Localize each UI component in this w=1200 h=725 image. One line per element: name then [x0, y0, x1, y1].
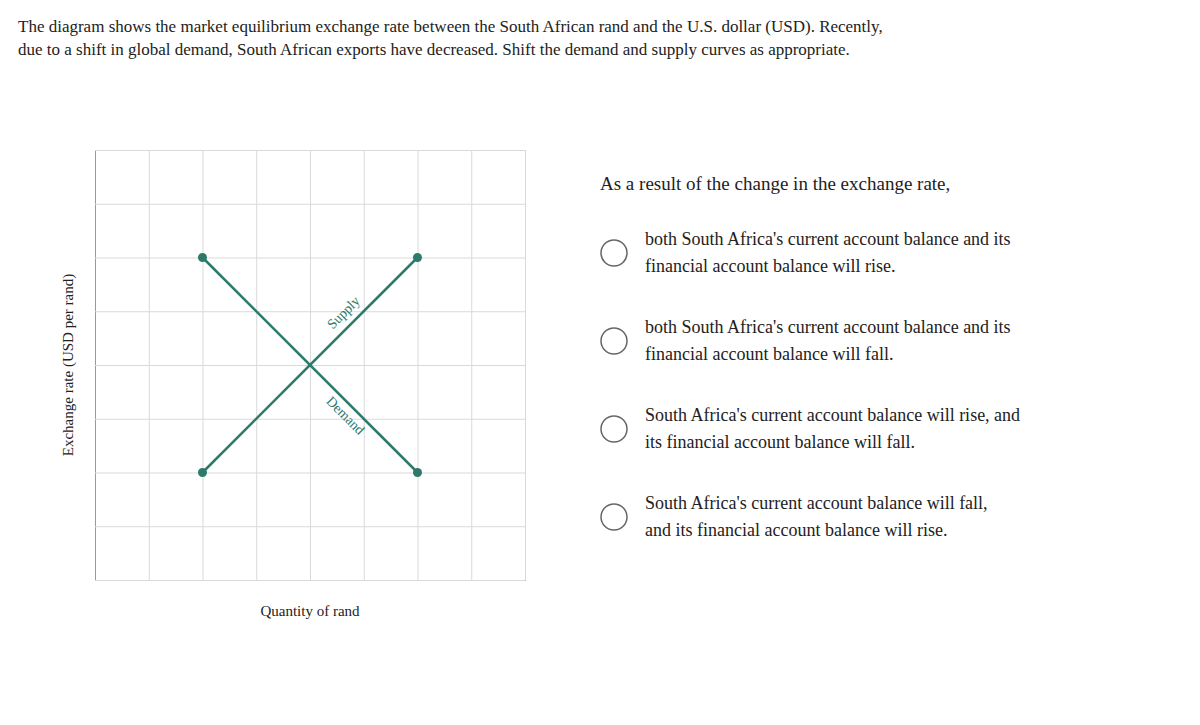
option[interactable]: both South Africa's current account bala…: [601, 317, 1011, 364]
series-label: Demand: [323, 394, 367, 438]
point: [413, 253, 422, 262]
tick: [95, 473, 525, 474]
option-text[interactable]: both South Africa's current account bala…: [645, 317, 1011, 364]
option[interactable]: South Africa's current account balance w…: [601, 405, 1020, 452]
y-axis-title: Exchange rate (USD per rand): [60, 274, 77, 456]
option[interactable]: both South Africa's current account bala…: [601, 229, 1011, 276]
question: As a result of the change in the exchang…: [600, 173, 950, 194]
x-axis: [96, 150, 526, 581]
marks: [198, 253, 422, 477]
grid-line: [95, 419, 525, 420]
axis-line: [96, 151, 526, 581]
grid-line: [95, 258, 525, 259]
point: [198, 253, 207, 262]
plot: Supply Demand: [95, 150, 526, 581]
tick: [95, 258, 525, 259]
series-label: Supply: [324, 293, 363, 332]
figure: The diagram shows the market equilibrium…: [0, 0, 1200, 725]
radio-button[interactable]: [601, 416, 627, 442]
tick: [95, 580, 525, 581]
title: The diagram shows the market equilibrium…: [18, 17, 883, 59]
series-labels: Supply Demand: [323, 293, 367, 437]
point: [413, 468, 422, 477]
grid-line: [95, 150, 525, 151]
tick: [525, 150, 526, 580]
grid-line: [95, 526, 525, 527]
grid-line: [95, 473, 525, 474]
grid-line: [95, 580, 525, 581]
grid-line: [525, 150, 526, 580]
point: [198, 468, 207, 477]
y-axis: [95, 151, 525, 581]
line: [203, 258, 418, 473]
tick: [95, 526, 525, 527]
option[interactable]: South Africa's current account balance w…: [601, 493, 988, 540]
grid-line: [95, 311, 525, 312]
grid-line: [95, 204, 525, 205]
axis-line: [96, 150, 526, 581]
tick: [95, 204, 525, 205]
option-text[interactable]: both South Africa's current account bala…: [645, 229, 1011, 276]
tick: [95, 311, 525, 312]
tick: [95, 419, 525, 420]
radio-button[interactable]: [601, 504, 627, 530]
option-text[interactable]: South Africa's current account balance w…: [645, 493, 988, 540]
line: [203, 258, 418, 473]
tick: [95, 150, 525, 151]
option-text[interactable]: South Africa's current account balance w…: [645, 405, 1020, 452]
radio-button[interactable]: [601, 328, 627, 354]
radio-button[interactable]: [601, 240, 627, 266]
x-axis-title: Quantity of rand: [260, 603, 360, 619]
